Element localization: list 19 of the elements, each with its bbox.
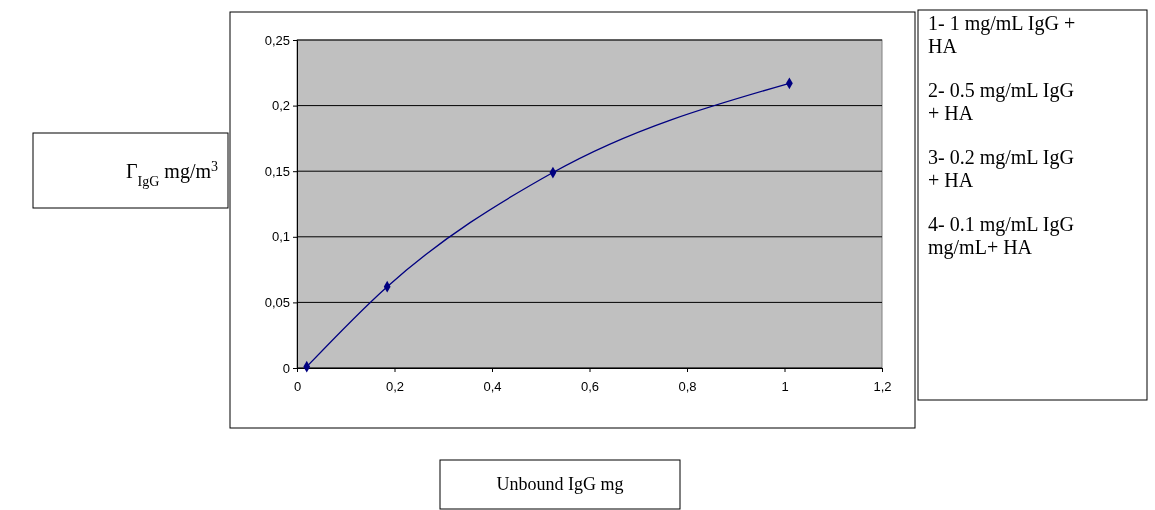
y-tick-label: 0,1 bbox=[271, 229, 290, 245]
x-tick-label: 0,2 bbox=[385, 378, 405, 394]
y-tick-label: 0,05 bbox=[264, 295, 290, 311]
x-tick-label: 0,4 bbox=[483, 378, 502, 394]
x-tick-label: 0,8 bbox=[678, 378, 697, 394]
y-tick-label: 0,15 bbox=[264, 163, 290, 179]
x-tick-label: 1,2 bbox=[873, 378, 892, 394]
y-axis-title: Γ$_{IgG}$ mg/m$^{3}$ bbox=[125, 158, 218, 189]
x-tick-label: 0,6 bbox=[580, 378, 600, 394]
y-tick-label: 0,2 bbox=[271, 98, 290, 114]
x-tick-label: 1 bbox=[781, 378, 789, 394]
x-axis-title: Unbound IgG mg bbox=[496, 474, 624, 494]
text: 3- 0.2 mg/mL IgG + HA bbox=[928, 146, 1074, 191]
y-tick-label: 0,25 bbox=[264, 32, 290, 48]
text: 4- 0.1 mg/mL IgG mg/mL+ HA bbox=[928, 213, 1074, 259]
y-tick-label: 0 bbox=[282, 360, 290, 376]
x-tick-label: 0 bbox=[293, 378, 302, 394]
text: 2- 0.5 mg/mL IgG + HA bbox=[928, 79, 1074, 124]
text: 1- 1 mg/mL IgG + HA bbox=[928, 12, 1076, 57]
